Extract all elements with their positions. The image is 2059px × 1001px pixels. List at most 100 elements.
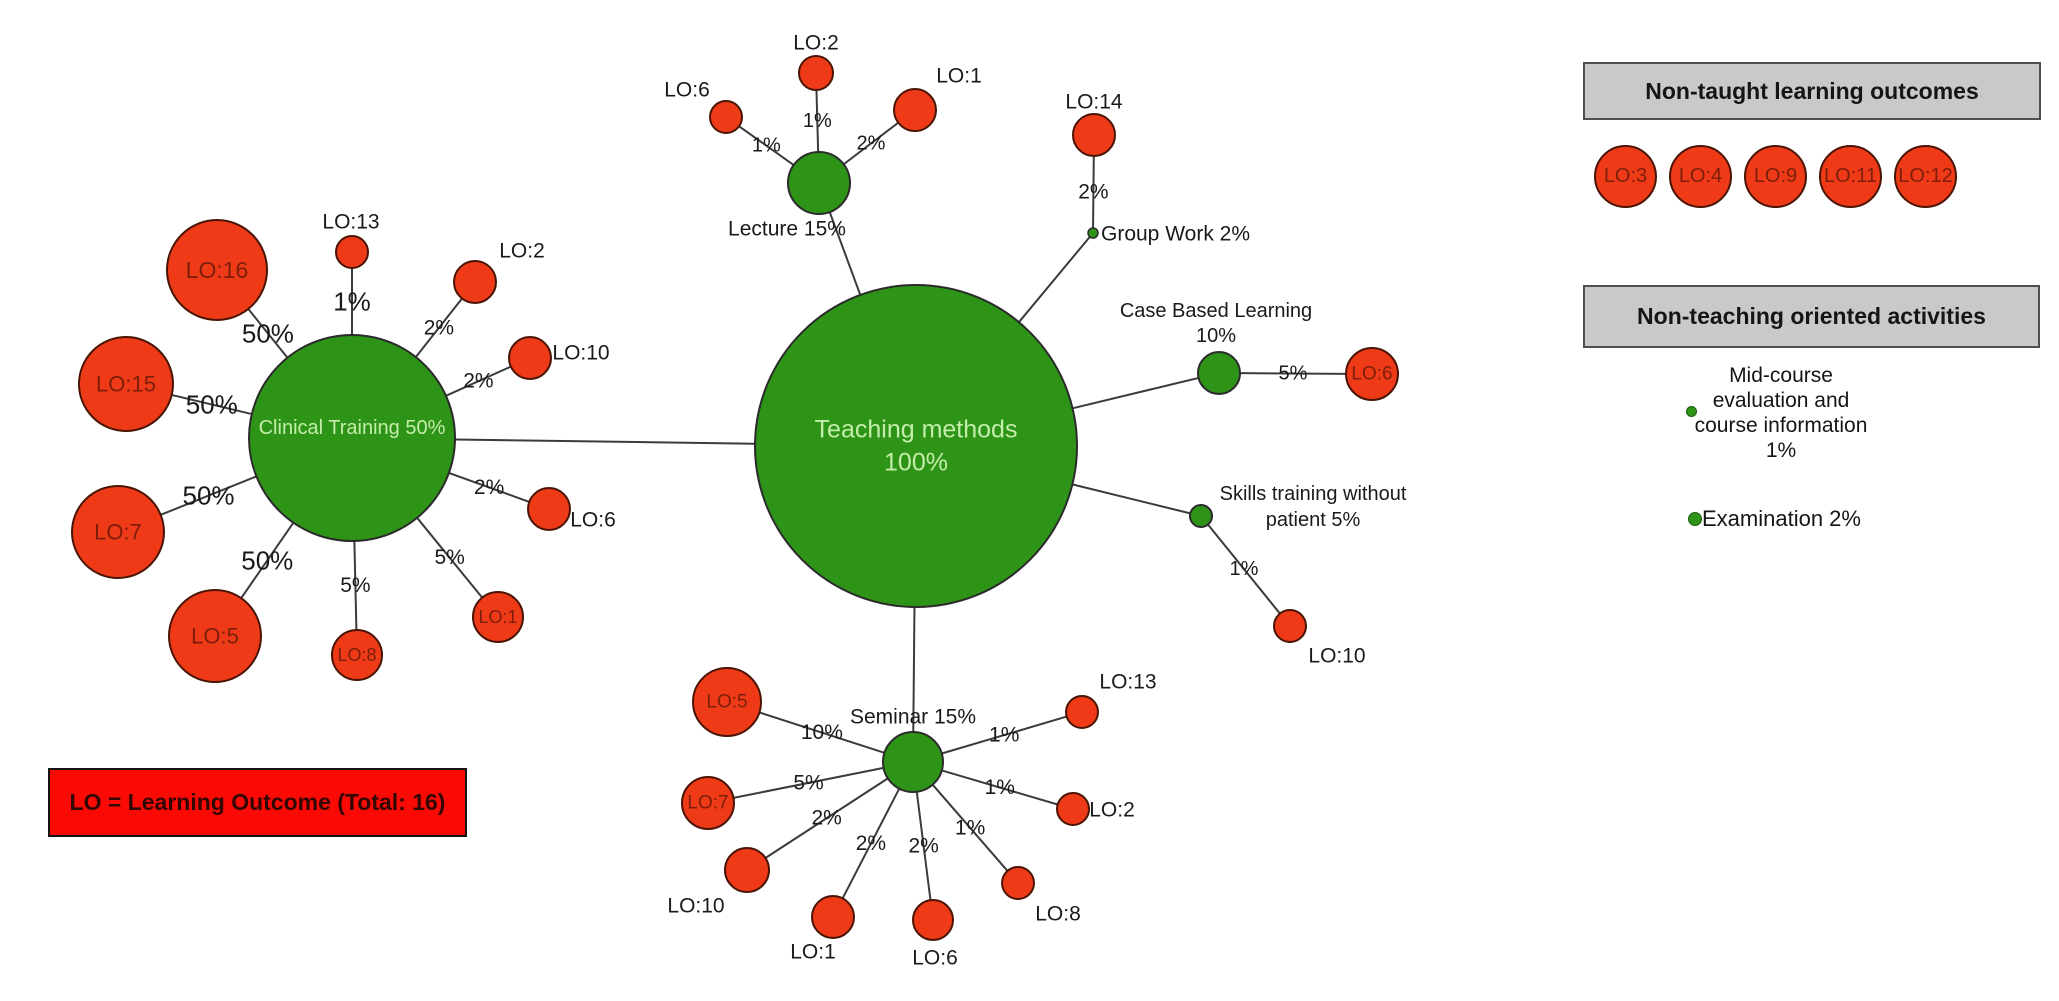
node-c-lo2: [453, 260, 497, 304]
edge-clinical-c-lo8: [353, 540, 358, 631]
edge-lecture-teaching: [828, 211, 862, 296]
node-label-teaching: 100%: [884, 449, 948, 477]
node-label-skills: Skills training without: [1220, 483, 1407, 505]
edge-label-seminar-se-lo6: 2%: [908, 834, 938, 857]
edge-clinical-c-lo5: [240, 522, 295, 599]
node-label-se-lo7: LO:7: [687, 793, 728, 814]
edge-clinical-c-lo7: [160, 475, 257, 516]
non-taught-outcome-label: LO:9: [1753, 165, 1798, 187]
edge-label-clinical-c-lo16: 50%: [242, 318, 294, 348]
edge-seminar-se-lo1: [841, 788, 901, 899]
edge-clinical-c-lo16: [247, 308, 289, 359]
non-taught-outcome-label: LO:4: [1678, 165, 1723, 187]
edge-label-lecture-l-lo6: 1%: [752, 135, 781, 157]
node-clinical: [248, 334, 456, 542]
node-c-lo16: [166, 219, 268, 321]
edge-clinical-c-lo15: [171, 393, 253, 416]
edge-label-lecture-l-lo2: 1%: [803, 110, 832, 132]
edge-label-seminar-se-lo7: 5%: [793, 771, 823, 794]
node-label-c-lo8: LO:8: [337, 645, 376, 665]
node-label-l-lo2: LO:2: [793, 32, 839, 55]
node-c-lo1: [472, 591, 524, 643]
node-label-case: Case Based Learning: [1120, 300, 1312, 322]
node-label-case: 10%: [1196, 325, 1236, 347]
non-taught-outcome-circle: LO:9: [1744, 145, 1807, 208]
node-label-se-lo13: LO:13: [1099, 671, 1156, 694]
node-c-lo6: [527, 487, 571, 531]
node-label-c-lo13: LO:13: [322, 211, 379, 234]
node-l-lo2: [798, 55, 834, 91]
non-taught-outcome-label: LO:3: [1603, 165, 1648, 187]
edge-label-seminar-se-lo13: 1%: [989, 724, 1019, 747]
node-label-cb-lo6: LO:6: [1351, 364, 1392, 385]
node-c-lo8: [331, 629, 383, 681]
examination-item: Examination 2%: [1688, 506, 1861, 532]
non-taught-panel-header: Non-taught learning outcomes: [1583, 62, 2041, 120]
node-label-se-lo6: LO:6: [912, 947, 958, 970]
edge-label-clinical-c-lo2: 2%: [424, 316, 454, 339]
non-taught-outcome-circle: LO:4: [1669, 145, 1732, 208]
edge-label-clinical-c-lo6: 2%: [474, 476, 504, 499]
node-label-se-lo1: LO:1: [790, 941, 836, 964]
node-se-lo5: [692, 667, 762, 737]
edge-label-clinical-c-lo1: 5%: [434, 546, 464, 569]
edge-clinical-c-lo2: [414, 297, 463, 358]
edge-clinical-c-lo6: [448, 471, 530, 503]
mid-course-evaluation-item: Mid-course evaluation and course informa…: [1681, 363, 1881, 463]
node-label-groupwork: Group Work 2%: [1101, 223, 1250, 246]
node-label-l-lo1: LO:1: [936, 65, 982, 88]
node-label-se-lo2: LO:2: [1089, 799, 1135, 822]
edge-label-seminar-se-lo2: 1%: [985, 776, 1015, 799]
edge-label-clinical-c-lo7: 50%: [183, 481, 235, 511]
node-label-g-lo14: LO:14: [1065, 91, 1123, 114]
edge-skills-teaching: [1072, 483, 1191, 515]
non-taught-outcome-circle: LO:3: [1594, 145, 1657, 208]
node-label-c-lo10: LO:10: [552, 342, 609, 365]
legend-box: LO = Learning Outcome (Total: 16): [48, 768, 467, 837]
edge-label-seminar-se-lo1: 2%: [856, 832, 886, 855]
edge-label-lecture-l-lo1: 2%: [857, 132, 886, 154]
node-label-se-lo5: LO:5: [706, 692, 747, 713]
node-c-lo7: [71, 485, 165, 579]
node-label-se-lo8: LO:8: [1035, 903, 1081, 926]
edge-lecture-l-lo1: [843, 121, 899, 166]
edge-groupwork-g-lo14: [1092, 155, 1095, 229]
edge-label-seminar-se-lo10: 2%: [811, 807, 841, 830]
edge-seminar-se-lo6: [915, 791, 932, 901]
edge-seminar-se-lo7: [733, 766, 884, 799]
non-taught-outcome-label: LO:11: [1824, 165, 1877, 187]
non-taught-outcome-circle: LO:11: [1819, 145, 1882, 208]
green-bullet-dot-icon: [1686, 406, 1697, 417]
edge-seminar-se-lo13: [941, 715, 1067, 755]
node-g-lo14: [1072, 113, 1116, 157]
node-label-c-lo2: LO:2: [499, 240, 545, 263]
node-label-se-lo10: LO:10: [667, 895, 724, 918]
node-label-c-lo7: LO:7: [94, 520, 142, 545]
node-lecture: [787, 151, 851, 215]
node-se-lo10: [724, 847, 770, 893]
node-l-lo1: [893, 88, 937, 132]
node-label-seminar: Seminar 15%: [850, 706, 976, 729]
node-label-c-lo1: LO:1: [478, 607, 517, 627]
node-c-lo5: [168, 589, 262, 683]
mid-course-line: 1%: [1765, 439, 1797, 462]
edge-case-cb-lo6: [1239, 372, 1347, 375]
edge-label-seminar-se-lo5: 10%: [801, 721, 843, 744]
edge-label-groupwork-g-lo14: 2%: [1078, 180, 1108, 203]
node-skills: [1189, 504, 1213, 528]
edge-label-clinical-c-lo10: 2%: [463, 370, 493, 393]
node-label-skills: patient 5%: [1266, 509, 1361, 531]
node-label-c-lo5: LO:5: [191, 624, 239, 649]
non-teaching-panel-title: Non-teaching oriented activities: [1637, 303, 1986, 329]
node-se-lo1: [811, 895, 855, 939]
non-taught-outcome-circle: LO:12: [1894, 145, 1957, 208]
node-se-lo7: [681, 776, 735, 830]
edge-label-clinical-c-lo5: 50%: [241, 545, 293, 575]
green-bullet-dot-icon: [1688, 512, 1702, 526]
non-taught-panel-title: Non-taught learning outcomes: [1645, 77, 1979, 104]
mid-course-line: evaluation and: [1712, 389, 1850, 412]
edge-lecture-l-lo6: [738, 125, 795, 166]
node-l-lo6: [709, 100, 743, 134]
